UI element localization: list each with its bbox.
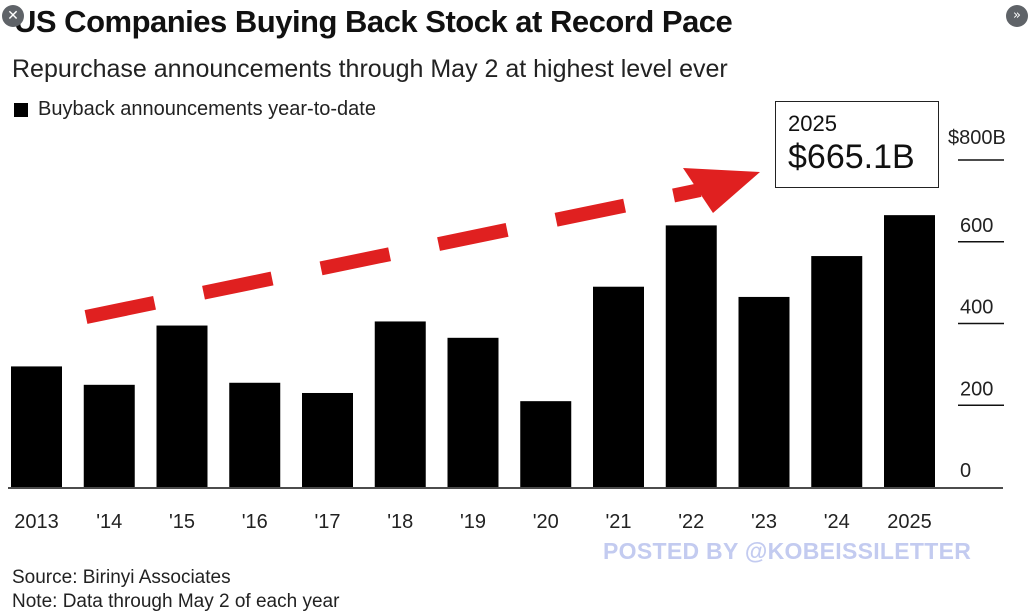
callout-year: 2025	[788, 111, 837, 136]
bar-7	[520, 401, 572, 487]
bar-5	[374, 321, 426, 487]
bar-10	[738, 296, 790, 487]
watermark: POSTED BY @KOBEISSILETTER	[603, 538, 972, 564]
x-tick-label: 2025	[887, 511, 932, 533]
footnotes: Source: Birinyi Associates Note: Data th…	[12, 566, 339, 614]
bar-9	[665, 225, 717, 487]
x-tick-label: '16	[242, 511, 268, 533]
x-tick-label: '24	[824, 511, 850, 533]
y-tick-label: 0	[960, 460, 971, 482]
legend-swatch	[14, 102, 28, 117]
x-tick-label: '22	[678, 511, 704, 533]
close-icon[interactable]: ✕	[2, 5, 24, 27]
trend-arrowhead	[683, 168, 760, 213]
bar-0	[11, 366, 62, 487]
bar-12	[884, 215, 935, 487]
y-tick-label: 400	[960, 297, 993, 319]
bars	[11, 215, 935, 487]
x-tick-label: '20	[533, 511, 559, 533]
trend-arrow	[84, 168, 760, 324]
axes: 2013 '14 '15 '16 '17 '18 '19 '20 '21 '22 '23 '24 202…	[8, 127, 1006, 533]
y-tick-label: 600	[960, 215, 993, 237]
callout-value: $665.1B	[788, 138, 915, 176]
chart-legend: Buyback announcements year-to-date	[14, 98, 376, 121]
chart-subtitle: Repurchase announcements through May 2 a…	[12, 55, 728, 83]
chart-title: US Companies Buying Back Stock at Record…	[14, 4, 733, 39]
trend-line	[84, 183, 702, 324]
x-tick-label: '19	[460, 511, 486, 533]
bar-11	[811, 256, 863, 487]
y-tick-label: 200	[960, 378, 993, 400]
x-tick-label: '21	[605, 511, 631, 533]
data-note: Note: Data through May 2 of each year	[12, 591, 340, 612]
x-tick-label: '17	[314, 511, 340, 533]
y-tick-label: $800B	[948, 127, 1006, 149]
annotation-callout: 2025 $665.1B	[775, 101, 939, 188]
bar-4	[302, 392, 353, 487]
source-note: Source: Birinyi Associates	[12, 567, 231, 588]
legend-label: Buyback announcements year-to-date	[38, 98, 376, 120]
x-tick-label: '23	[751, 511, 777, 533]
bar-3	[229, 382, 281, 487]
x-tick-label: 2013	[14, 511, 59, 533]
x-tick-label: '18	[387, 511, 413, 533]
bar-1	[83, 384, 135, 487]
x-tick-label: '15	[169, 511, 195, 533]
bar-6	[447, 337, 499, 487]
x-tick-label: '14	[96, 511, 122, 533]
bar-8	[593, 286, 644, 487]
next-arrow-icon[interactable]: »	[1006, 5, 1028, 27]
bar-2	[156, 325, 208, 487]
